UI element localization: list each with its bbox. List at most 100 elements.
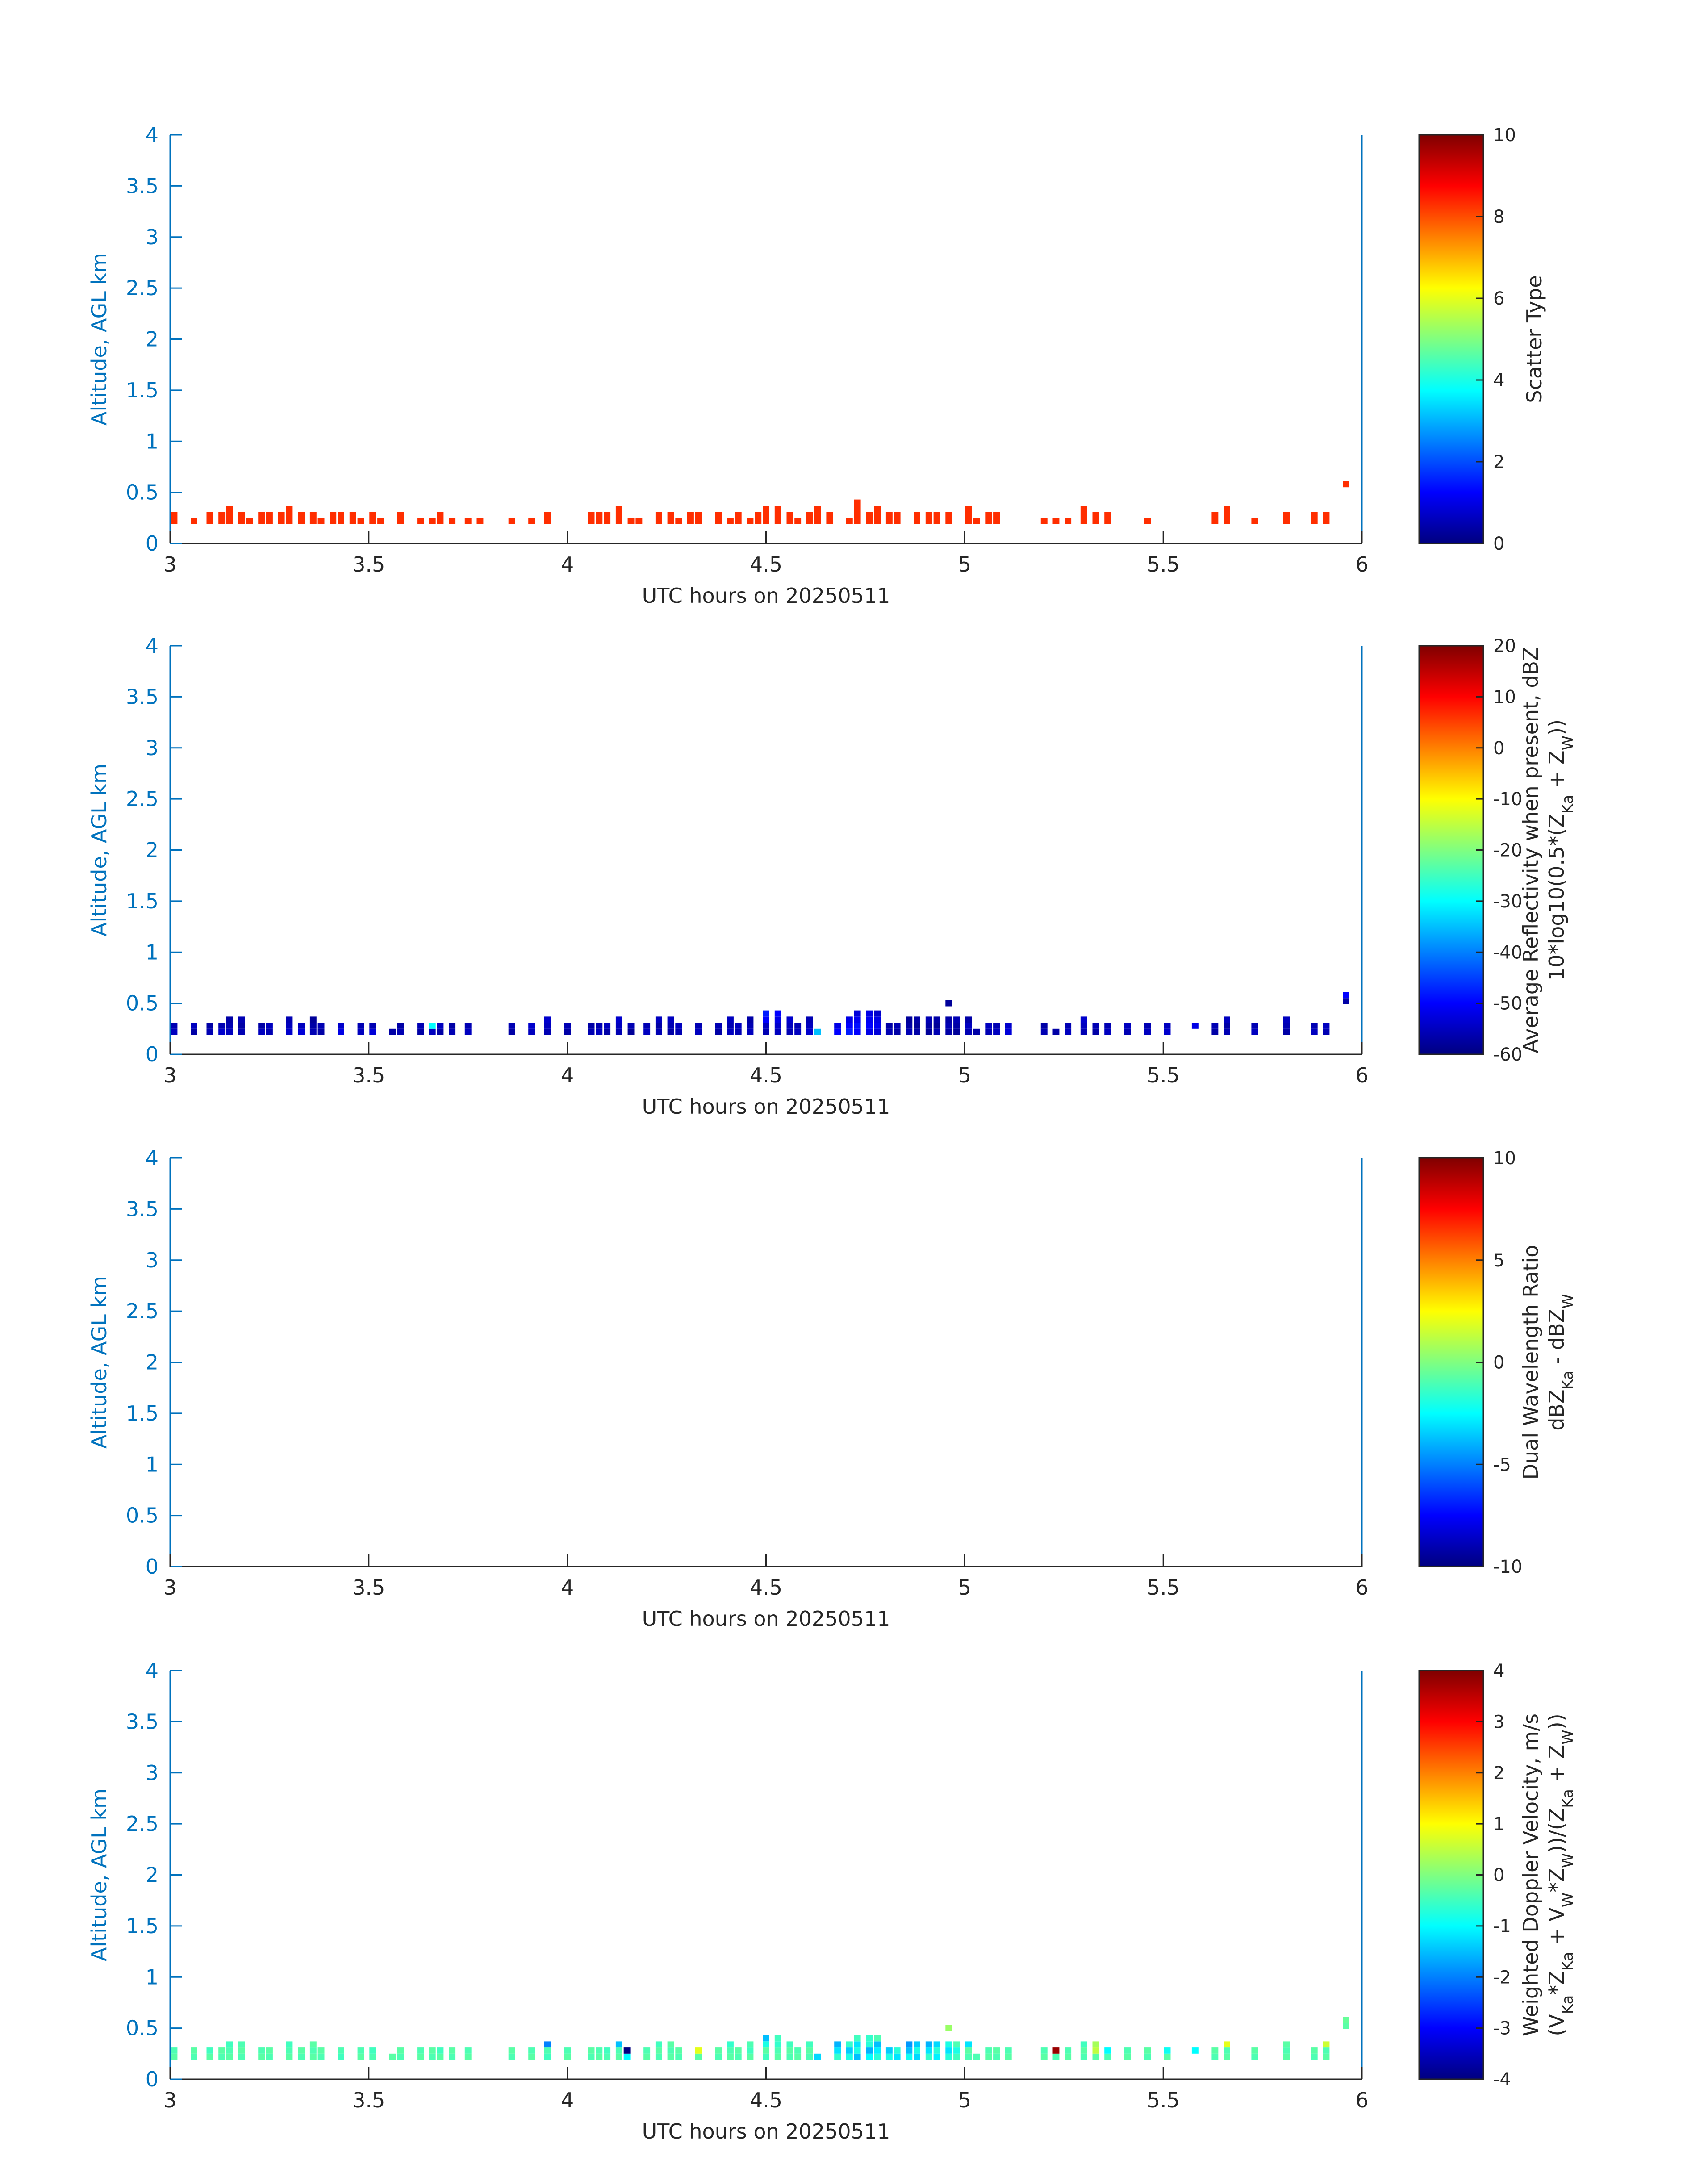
data-cell — [437, 2053, 444, 2060]
colorbar-tick-label: 10 — [1493, 125, 1516, 146]
data-cell — [623, 2053, 631, 2060]
data-cell — [357, 1023, 364, 1029]
data-cell — [191, 1028, 197, 1035]
colorbar-label-line2-part: + V — [1545, 1907, 1569, 1952]
data-cell — [755, 512, 762, 518]
data-cell — [973, 2053, 980, 2060]
data-cell — [544, 1028, 551, 1035]
data-cell — [1040, 2053, 1048, 2060]
x-axis-label: UTC hours on 20250511 — [642, 584, 890, 608]
data-cell — [894, 2053, 901, 2060]
data-cell — [278, 512, 285, 518]
data-cell — [914, 512, 920, 518]
data-cell — [1144, 2047, 1151, 2054]
data-cell — [786, 1028, 793, 1035]
data-cell — [925, 1023, 932, 1029]
data-cell — [596, 518, 603, 524]
y-axis-label: Altitude, AGL km — [87, 1276, 111, 1449]
data-cell — [933, 1028, 940, 1035]
data-cell — [794, 2047, 802, 2054]
y-tick-label: 1 — [146, 1452, 159, 1476]
y-tick-label: 4 — [146, 1659, 159, 1683]
colorbar-tick-label: -60 — [1493, 1045, 1522, 1065]
data-cell — [286, 2047, 293, 2054]
data-cell — [449, 1023, 456, 1029]
data-cell — [985, 518, 992, 524]
colorbar-tick-label: -1 — [1493, 1916, 1511, 1937]
data-cell — [1092, 518, 1099, 524]
data-cell — [675, 2053, 682, 2060]
data-cell — [206, 518, 213, 524]
data-cell — [985, 512, 992, 518]
data-cell — [1211, 2047, 1219, 2054]
data-cell — [226, 506, 233, 512]
x-tick-label: 6 — [1355, 2088, 1368, 2112]
data-cell — [1005, 2047, 1012, 2054]
data-cell — [635, 518, 643, 524]
y-tick-label: 4 — [146, 123, 159, 147]
data-cell — [834, 1028, 841, 1035]
data-cell — [206, 1028, 213, 1035]
data-cell — [965, 1028, 972, 1035]
y-tick-label: 0 — [146, 2067, 159, 2091]
data-cell — [894, 518, 901, 524]
data-cell — [1311, 1028, 1318, 1035]
data-cell — [874, 2053, 881, 2060]
colorbar-label-line2-part: Ka — [1559, 795, 1577, 814]
x-tick-label: 4.5 — [750, 2088, 782, 2112]
data-cell — [1224, 1023, 1230, 1029]
data-cell — [735, 1023, 742, 1029]
data-cell — [667, 1016, 674, 1023]
data-cell — [191, 2047, 197, 2054]
data-cell — [266, 1028, 273, 1035]
chart-panel-2: 0 0.5 1 1.5 2 2.5 3 3.5 4 3 3.5 4 4.5 5 5.5 6 UTC hours … — [87, 634, 1577, 1119]
data-cell — [286, 1023, 293, 1029]
data-cell — [1104, 2047, 1111, 2054]
data-cell — [1224, 518, 1230, 524]
data-cell — [171, 518, 178, 524]
colorbar-tick-label: -50 — [1493, 994, 1522, 1014]
data-cell — [171, 2053, 178, 2060]
data-cell — [655, 518, 662, 524]
data-cell — [544, 1023, 551, 1029]
data-cell — [171, 512, 178, 518]
y-tick-label: 1 — [146, 940, 159, 964]
colorbar-label-line1: Weighted Doppler Velocity, m/s — [1519, 1713, 1543, 2036]
data-cell — [1283, 512, 1290, 518]
colorbar-tick-label: 8 — [1493, 207, 1504, 227]
data-cell — [715, 1023, 722, 1029]
data-cell — [854, 499, 861, 506]
colorbar — [1418, 645, 1484, 1055]
data-cell — [258, 518, 265, 524]
colorbar-label: Dual Wavelength RatiodBZKa - dBZW — [1519, 1245, 1577, 1480]
y-axis-label: Altitude, AGL km — [87, 1788, 111, 1961]
x-tick-label: 5 — [958, 1575, 971, 1600]
data-cell — [846, 1023, 853, 1029]
data-cell — [309, 1016, 317, 1023]
data-cell — [925, 2047, 932, 2054]
colorbar-tick-label: 1 — [1493, 1814, 1504, 1834]
data-cell — [330, 518, 337, 524]
data-cell — [1343, 2023, 1349, 2029]
data-cell — [774, 2047, 781, 2054]
y-axis-label: Altitude, AGL km — [87, 764, 111, 936]
data-cell — [1211, 2053, 1219, 2060]
data-cell — [226, 2047, 233, 2054]
data-cell — [298, 2053, 305, 2060]
data-cell — [286, 1028, 293, 1035]
y-tick-label: 3.5 — [126, 174, 159, 198]
data-cell — [1065, 1028, 1072, 1035]
data-cell — [1323, 1028, 1330, 1035]
data-cell — [338, 2047, 344, 2054]
data-cell — [1311, 518, 1318, 524]
data-cell — [774, 518, 781, 524]
data-cell — [429, 2047, 436, 2054]
data-cell — [953, 2053, 960, 2060]
data-cell — [667, 518, 674, 524]
data-cell — [763, 1010, 769, 1017]
y-tick-label: 0 — [146, 531, 159, 556]
data-cell — [973, 518, 980, 524]
data-cell — [715, 2047, 722, 2054]
colorbar-label: Weighted Doppler Velocity, m/s(VKa*ZKa +… — [1519, 1713, 1577, 2036]
